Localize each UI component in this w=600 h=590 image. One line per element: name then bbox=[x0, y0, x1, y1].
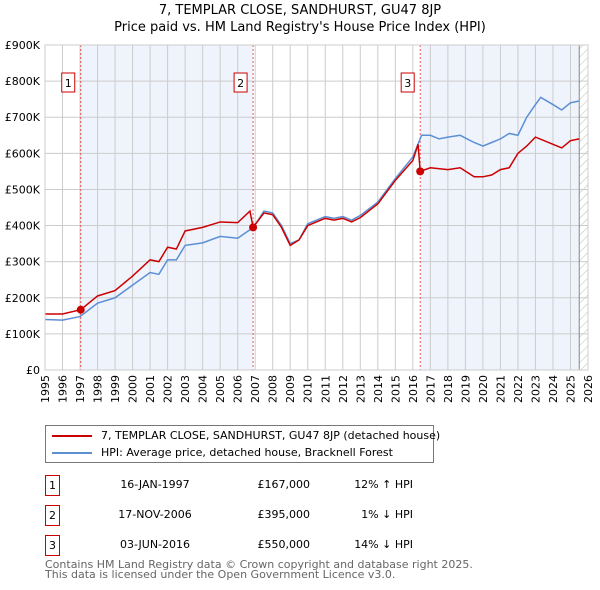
legend-swatch-red bbox=[52, 435, 92, 437]
x-tick-label: 2013 bbox=[354, 375, 367, 403]
y-tick-label: £100K bbox=[5, 328, 41, 341]
legend: 7, TEMPLAR CLOSE, SANDHURST, GU47 8JP (d… bbox=[45, 425, 440, 463]
y-tick-label: £200K bbox=[5, 292, 41, 305]
x-tick-label: 2009 bbox=[284, 375, 297, 403]
x-tick-label: 2007 bbox=[249, 375, 262, 403]
footer-line-1: Contains HM Land Registry data © Crown c… bbox=[45, 558, 473, 571]
sale-marker: 1 bbox=[45, 475, 60, 496]
x-tick-label: 2000 bbox=[127, 375, 140, 403]
x-tick-label: 2023 bbox=[529, 375, 542, 403]
sale-date: 16-JAN-1997 bbox=[120, 478, 190, 491]
sale-label: 1 bbox=[65, 77, 72, 90]
x-tick-label: 1997 bbox=[74, 375, 87, 403]
sale-row: 3 03-JUN-2016 £550,000 14% ↓ HPI bbox=[45, 535, 445, 556]
x-tick-label: 2015 bbox=[389, 375, 402, 403]
x-tick-label: 2002 bbox=[162, 375, 175, 403]
x-tick-label: 2024 bbox=[547, 375, 560, 403]
y-tick-label: £900K bbox=[5, 39, 41, 52]
sale-label: 3 bbox=[404, 77, 411, 90]
legend-swatch-blue bbox=[52, 452, 92, 454]
x-tick-label: 2003 bbox=[179, 375, 192, 403]
y-tick-label: £300K bbox=[5, 256, 41, 269]
sale-price: £167,000 bbox=[257, 478, 311, 491]
y-tick-label: £700K bbox=[5, 111, 41, 124]
x-tick-label: 2001 bbox=[144, 375, 157, 403]
x-tick-label: 1996 bbox=[57, 375, 70, 403]
sale-date: 17-NOV-2006 bbox=[118, 508, 192, 521]
x-tick-label: 2019 bbox=[459, 375, 472, 403]
forecast-hatch bbox=[579, 45, 588, 370]
x-tick-label: 1998 bbox=[92, 375, 105, 403]
x-tick-label: 2021 bbox=[494, 375, 507, 403]
sale-label-box bbox=[400, 72, 415, 93]
y-tick-label: £600K bbox=[5, 147, 41, 160]
x-tick-label: 2010 bbox=[302, 375, 315, 403]
sale-hpi: 1% ↓ HPI bbox=[361, 508, 413, 521]
x-tick-label: 2017 bbox=[424, 375, 437, 403]
x-tick-label: 1999 bbox=[109, 375, 122, 403]
sale-hpi: 12% ↑ HPI bbox=[354, 478, 413, 491]
sale-label-box bbox=[233, 72, 248, 93]
footer: Contains HM Land Registry data © Crown c… bbox=[45, 558, 473, 581]
sale-hpi: 14% ↓ HPI bbox=[354, 538, 413, 551]
x-tick-label: 2022 bbox=[512, 375, 525, 403]
y-tick-label: £800K bbox=[5, 75, 41, 88]
y-tick-label: £500K bbox=[5, 183, 41, 196]
sale-point bbox=[249, 223, 258, 232]
x-tick-label: 2008 bbox=[267, 375, 280, 403]
price-paid-line bbox=[45, 136, 580, 315]
x-tick-label: 2014 bbox=[372, 375, 385, 403]
plot-area: 1995 1996 1997 1998 1999 2000 2001 2002 2003 2004… bbox=[5, 39, 595, 403]
sale-label-box bbox=[61, 72, 76, 93]
shaded-region bbox=[80, 45, 254, 370]
x-tick-label: 2005 bbox=[214, 375, 227, 403]
sale-marker: 3 bbox=[45, 535, 60, 556]
sale-point bbox=[76, 305, 85, 314]
sale-marker: 2 bbox=[45, 505, 60, 526]
x-tick-label: 2006 bbox=[232, 375, 245, 403]
sale-row: 1 16-JAN-1997 £167,000 12% ↑ HPI bbox=[45, 475, 445, 496]
x-tick-label: 2018 bbox=[442, 375, 455, 403]
sale-price: £395,000 bbox=[257, 508, 311, 521]
legend-label: 7, TEMPLAR CLOSE, SANDHURST, GU47 8JP (d… bbox=[101, 429, 441, 442]
y-tick-label: £0 bbox=[26, 364, 40, 377]
x-tick-label: 2020 bbox=[477, 375, 490, 403]
chart-subtitle: Price paid vs. HM Land Registry's House … bbox=[114, 20, 486, 35]
footer-line-2: This data is licensed under the Open Gov… bbox=[45, 568, 396, 581]
chart-title: 7, TEMPLAR CLOSE, SANDHURST, GU47 8JP bbox=[158, 3, 442, 18]
y-tick-label: £400K bbox=[5, 220, 41, 233]
x-tick-label: 2025 bbox=[564, 375, 577, 403]
x-tick-label: 2011 bbox=[319, 375, 332, 403]
legend-label: HPI: Average price, detached house, Brac… bbox=[101, 446, 393, 459]
hpi-line bbox=[44, 96, 580, 321]
x-tick-label: 1995 bbox=[39, 375, 52, 403]
sale-price: £550,000 bbox=[257, 538, 311, 551]
x-tick-label: 2016 bbox=[407, 375, 420, 403]
sale-label: 2 bbox=[237, 77, 244, 90]
plot-border bbox=[44, 44, 589, 371]
x-tick-label: 2004 bbox=[197, 375, 210, 403]
sale-row: 2 17-NOV-2006 £395,000 1% ↓ HPI bbox=[45, 505, 445, 526]
sale-point bbox=[416, 167, 425, 176]
shaded-region bbox=[420, 45, 580, 370]
x-tick-label: 2026 bbox=[582, 375, 595, 403]
x-tick-label: 2012 bbox=[337, 375, 350, 403]
sale-date: 03-JUN-2016 bbox=[119, 538, 191, 551]
